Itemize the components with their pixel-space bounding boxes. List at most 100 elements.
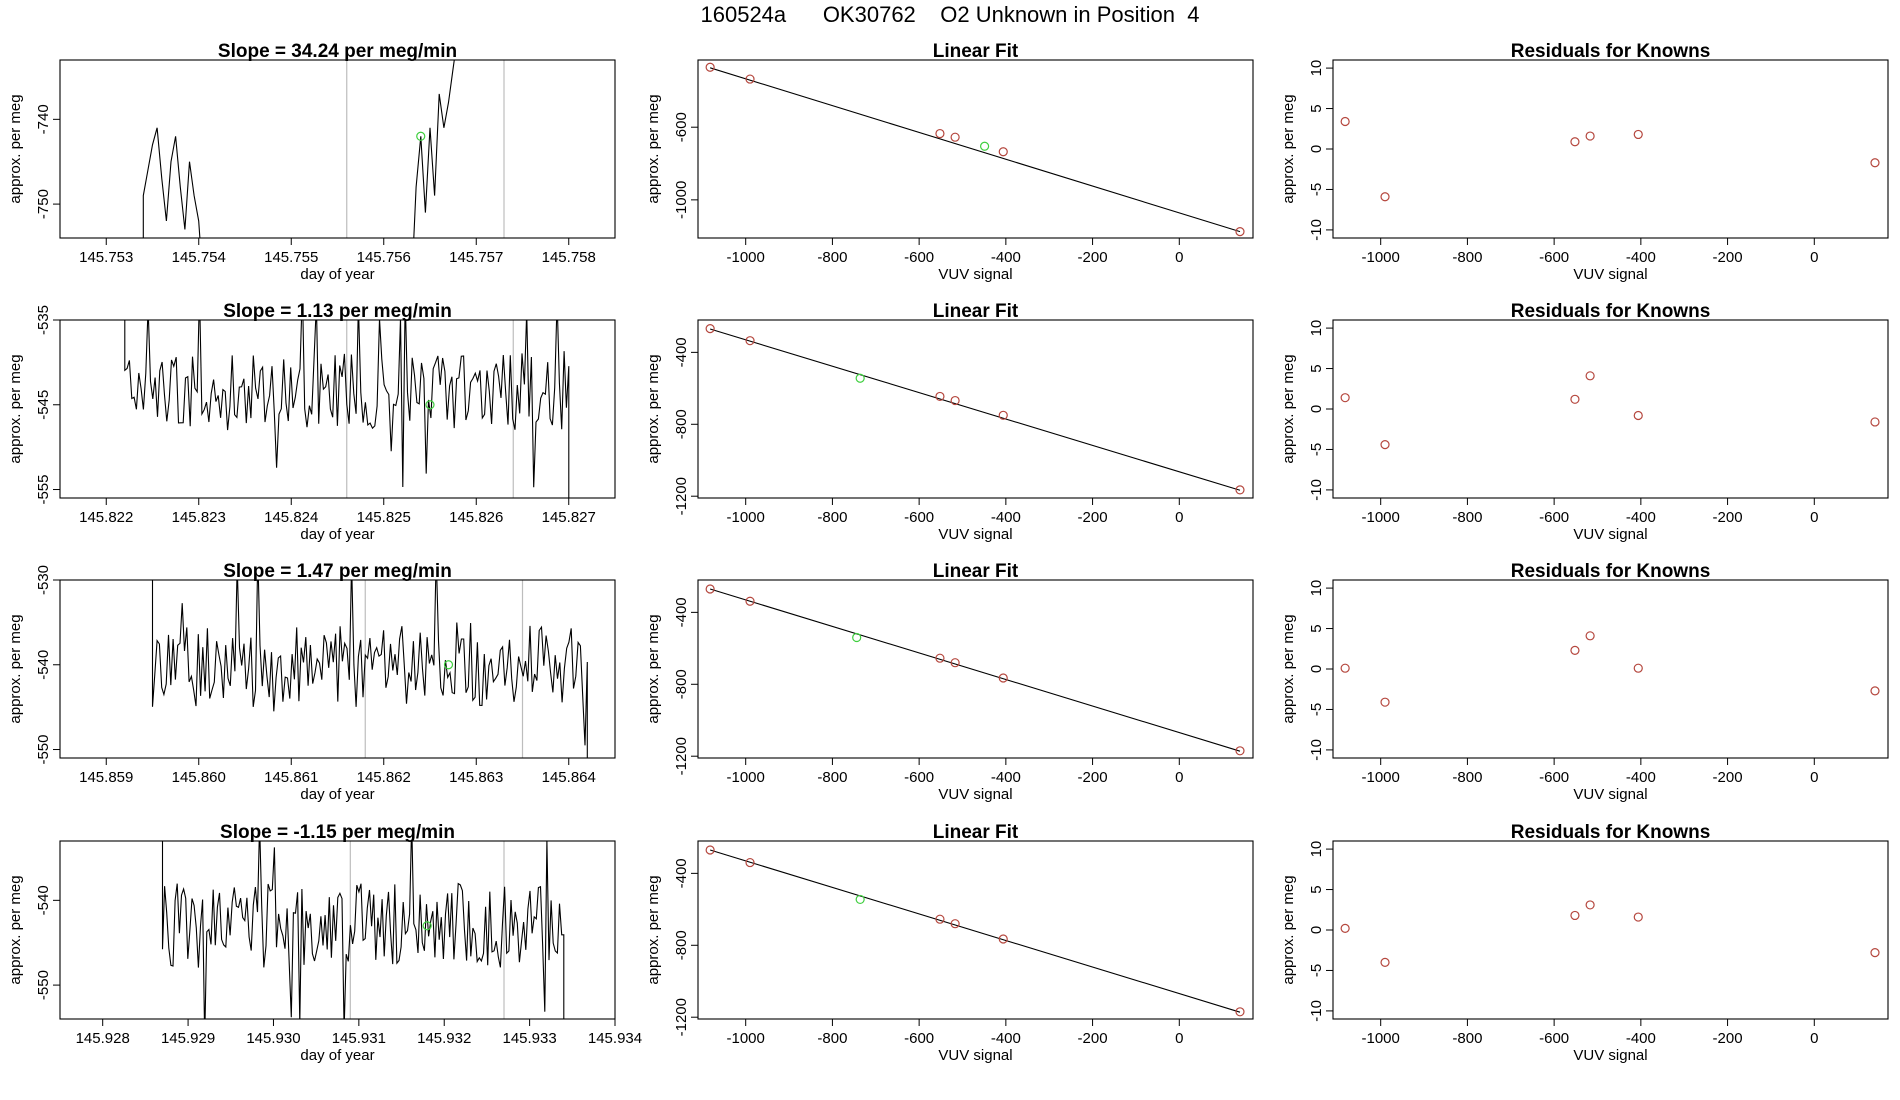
known-point — [950, 919, 960, 929]
y-tick-label: -600 — [673, 112, 690, 142]
known-point — [998, 673, 1008, 683]
residuals-panel-3: Residuals for Knowns-1000 -800 -600 -400 -20… — [1280, 561, 1889, 803]
x-tick-label: -600 — [1539, 1030, 1569, 1047]
x-tick-label: 145.860 — [172, 769, 226, 786]
x-tick-label: -400 — [1626, 1030, 1656, 1047]
plot-frame — [1332, 579, 1889, 759]
x-axis-label: VUV signal — [1573, 266, 1647, 283]
y-tick-label: -1200 — [673, 737, 690, 775]
known-point — [705, 584, 715, 594]
x-axis-label: VUV signal — [1573, 526, 1647, 543]
plot-frame — [697, 840, 1254, 1020]
x-tick-label: 145.929 — [161, 1030, 215, 1047]
known-point — [745, 857, 755, 868]
known-point — [1235, 227, 1245, 237]
unknown-point — [855, 373, 865, 383]
x-axis-label: day of year — [300, 266, 374, 283]
signal-trace — [151, 580, 588, 758]
residual-point — [1870, 158, 1880, 168]
residual-point — [1570, 910, 1580, 921]
y-tick-label: 0 — [1308, 405, 1325, 413]
residual-point — [1570, 137, 1580, 147]
residual-point — [1340, 116, 1350, 127]
plot-frame — [697, 319, 1254, 499]
residual-point — [1870, 686, 1880, 696]
x-tick-label: 0 — [1810, 509, 1818, 526]
residual-point — [1870, 948, 1880, 958]
fit-line — [709, 328, 1241, 491]
x-tick-label: -800 — [1452, 509, 1482, 526]
known-point — [950, 132, 960, 142]
y-tick-label: -740 — [35, 104, 52, 134]
known-point — [935, 391, 945, 402]
plot-frame — [59, 579, 616, 759]
y-tick-label: -555 — [35, 475, 52, 505]
x-tick-label: -200 — [1713, 769, 1743, 786]
chart-title: Linear Fit — [933, 41, 1019, 62]
y-tick-label: -10 — [1308, 1000, 1325, 1022]
x-tick-label: -600 — [904, 249, 934, 266]
y-tick-label: -400 — [673, 858, 690, 888]
y-tick-label: -800 — [673, 669, 690, 699]
x-tick-label: -1000 — [727, 249, 765, 266]
x-tick-label: -1000 — [727, 769, 765, 786]
linear-fit-panel-3: Linear Fit -1000 -800 -600 -400 -200 0 -400 -800… — [645, 561, 1254, 803]
x-tick-label: -1000 — [1362, 769, 1400, 786]
signal-trace — [413, 60, 455, 238]
plot-frame — [59, 319, 616, 499]
plot-area — [151, 580, 588, 758]
known-point — [1235, 1007, 1245, 1017]
residuals-panel-1: Residuals for Knowns-1000 -800 -600 -400 -20… — [1280, 41, 1889, 283]
y-tick-label: 10 — [1308, 60, 1325, 77]
y-tick-label: 0 — [1308, 145, 1325, 153]
y-axis-label: approx. per meg — [645, 875, 662, 984]
time-series-panel-1: Slope = 34.24 per meg/min 145.753 145.754 1… — [7, 41, 616, 283]
known-point — [998, 934, 1008, 944]
x-tick-label: -800 — [817, 509, 847, 526]
x-tick-label: 0 — [1810, 1030, 1818, 1047]
linear-fit-panel-4: Linear Fit -1000 -800 -600 -400 -200 0 -400 -800… — [645, 822, 1254, 1064]
x-tick-label: 145.934 — [588, 1030, 642, 1047]
unknown-point — [852, 632, 862, 643]
x-tick-label: -1000 — [1362, 1030, 1400, 1047]
y-tick-label: -400 — [673, 337, 690, 367]
linear-fit-panel-1: Linear Fit -1000 -800 -600 -400 -200 0 -600 -100… — [645, 41, 1254, 283]
time-series-panel-3: Slope = 1.47 per meg/min 145.859 145.860 14… — [7, 561, 616, 803]
x-tick-label: -1000 — [727, 1030, 765, 1047]
x-tick-label: 0 — [1810, 769, 1818, 786]
x-tick-label: -400 — [991, 249, 1021, 266]
x-axis-label: day of year — [300, 1047, 374, 1064]
fit-line — [709, 67, 1241, 233]
y-tick-label: -550 — [35, 735, 52, 765]
residual-point — [1380, 697, 1390, 707]
known-point — [935, 128, 945, 139]
x-tick-label: -800 — [1452, 249, 1482, 266]
y-axis-label: approx. per meg — [1280, 875, 1297, 984]
x-tick-label: 0 — [1175, 249, 1183, 266]
x-axis-label: VUV signal — [1573, 786, 1647, 803]
y-tick-label: 0 — [1308, 665, 1325, 673]
x-tick-label: -200 — [1078, 769, 1108, 786]
x-tick-label: -200 — [1078, 509, 1108, 526]
x-tick-label: -200 — [1713, 509, 1743, 526]
x-tick-label: -600 — [1539, 769, 1569, 786]
plot-area — [124, 320, 570, 498]
x-axis-label: VUV signal — [938, 786, 1012, 803]
chart-title: Slope = 34.24 per meg/min — [218, 41, 457, 62]
plot-area — [705, 584, 1245, 756]
known-point — [705, 62, 715, 72]
y-tick-label: 0 — [1308, 926, 1325, 934]
x-tick-label: 145.822 — [79, 509, 133, 526]
known-point — [1235, 485, 1245, 495]
chart-title: Slope = 1.47 per meg/min — [223, 561, 452, 582]
x-tick-label: -1000 — [1362, 509, 1400, 526]
fit-line — [709, 588, 1241, 752]
y-tick-label: -1200 — [673, 477, 690, 515]
residual-point — [1340, 663, 1350, 673]
y-tick-label: -545 — [35, 390, 52, 420]
x-tick-label: 145.863 — [449, 769, 503, 786]
x-tick-label: 0 — [1810, 249, 1818, 266]
residuals-panel-4: Residuals for Knowns-1000 -800 -600 -400 -20… — [1280, 822, 1889, 1064]
y-tick-label: 5 — [1308, 104, 1325, 112]
y-tick-label: -535 — [35, 305, 52, 335]
